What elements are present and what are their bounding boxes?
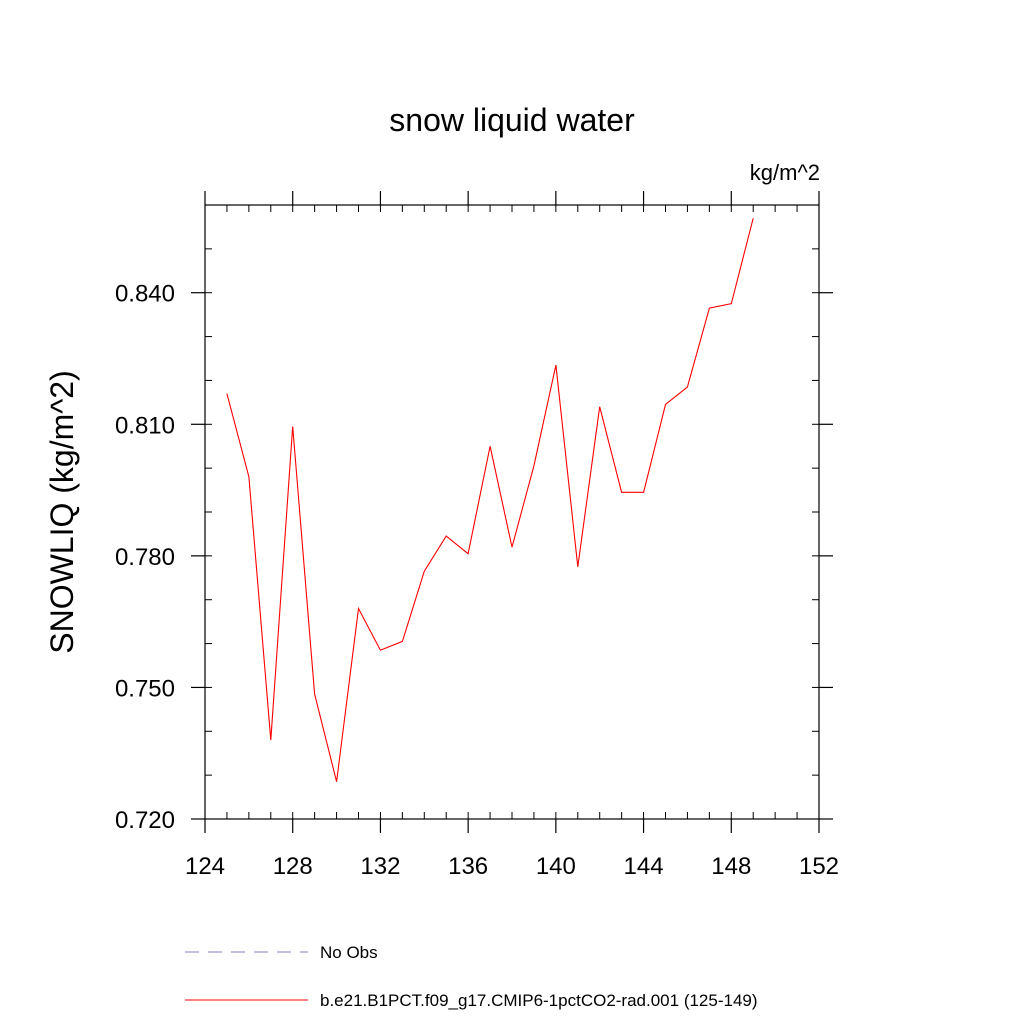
x-tick-label: 148: [711, 853, 751, 880]
y-tick-labels: 0.720 0.750 0.780 0.810 0.840: [115, 281, 175, 834]
legend-label: b.e21.B1PCT.f09_g17.CMIP6-1pctCO2-rad.00…: [320, 991, 758, 1010]
x-tick-label: 132: [360, 853, 400, 880]
x-tick-label: 140: [536, 853, 576, 880]
y-tick-label: 0.780: [115, 544, 175, 571]
x-tick-label: 128: [273, 853, 313, 880]
series-line: [226, 218, 754, 782]
y-tick-label: 0.810: [115, 412, 175, 439]
series-layer: [226, 218, 754, 782]
axis-ticks: [191, 191, 833, 833]
legend-label: No Obs: [320, 943, 378, 962]
y-axis-label: SNOWLIQ (kg/m^2): [44, 370, 80, 653]
units-label: kg/m^2: [750, 160, 820, 185]
chart-title: snow liquid water: [389, 102, 635, 138]
y-tick-label: 0.840: [115, 281, 175, 308]
x-tick-label: 136: [448, 853, 488, 880]
x-tick-label: 124: [185, 853, 225, 880]
y-tick-label: 0.720: [115, 807, 175, 834]
legend: No Obs b.e21.B1PCT.f09_g17.CMIP6-1pctCO2-…: [185, 943, 758, 1010]
x-tick-labels: 124 128 132 136 140 144 148 152: [185, 853, 839, 880]
x-tick-label: 152: [799, 853, 839, 880]
x-tick-label: 144: [624, 853, 664, 880]
y-tick-label: 0.750: [115, 675, 175, 702]
plot-frame: [204, 204, 820, 820]
